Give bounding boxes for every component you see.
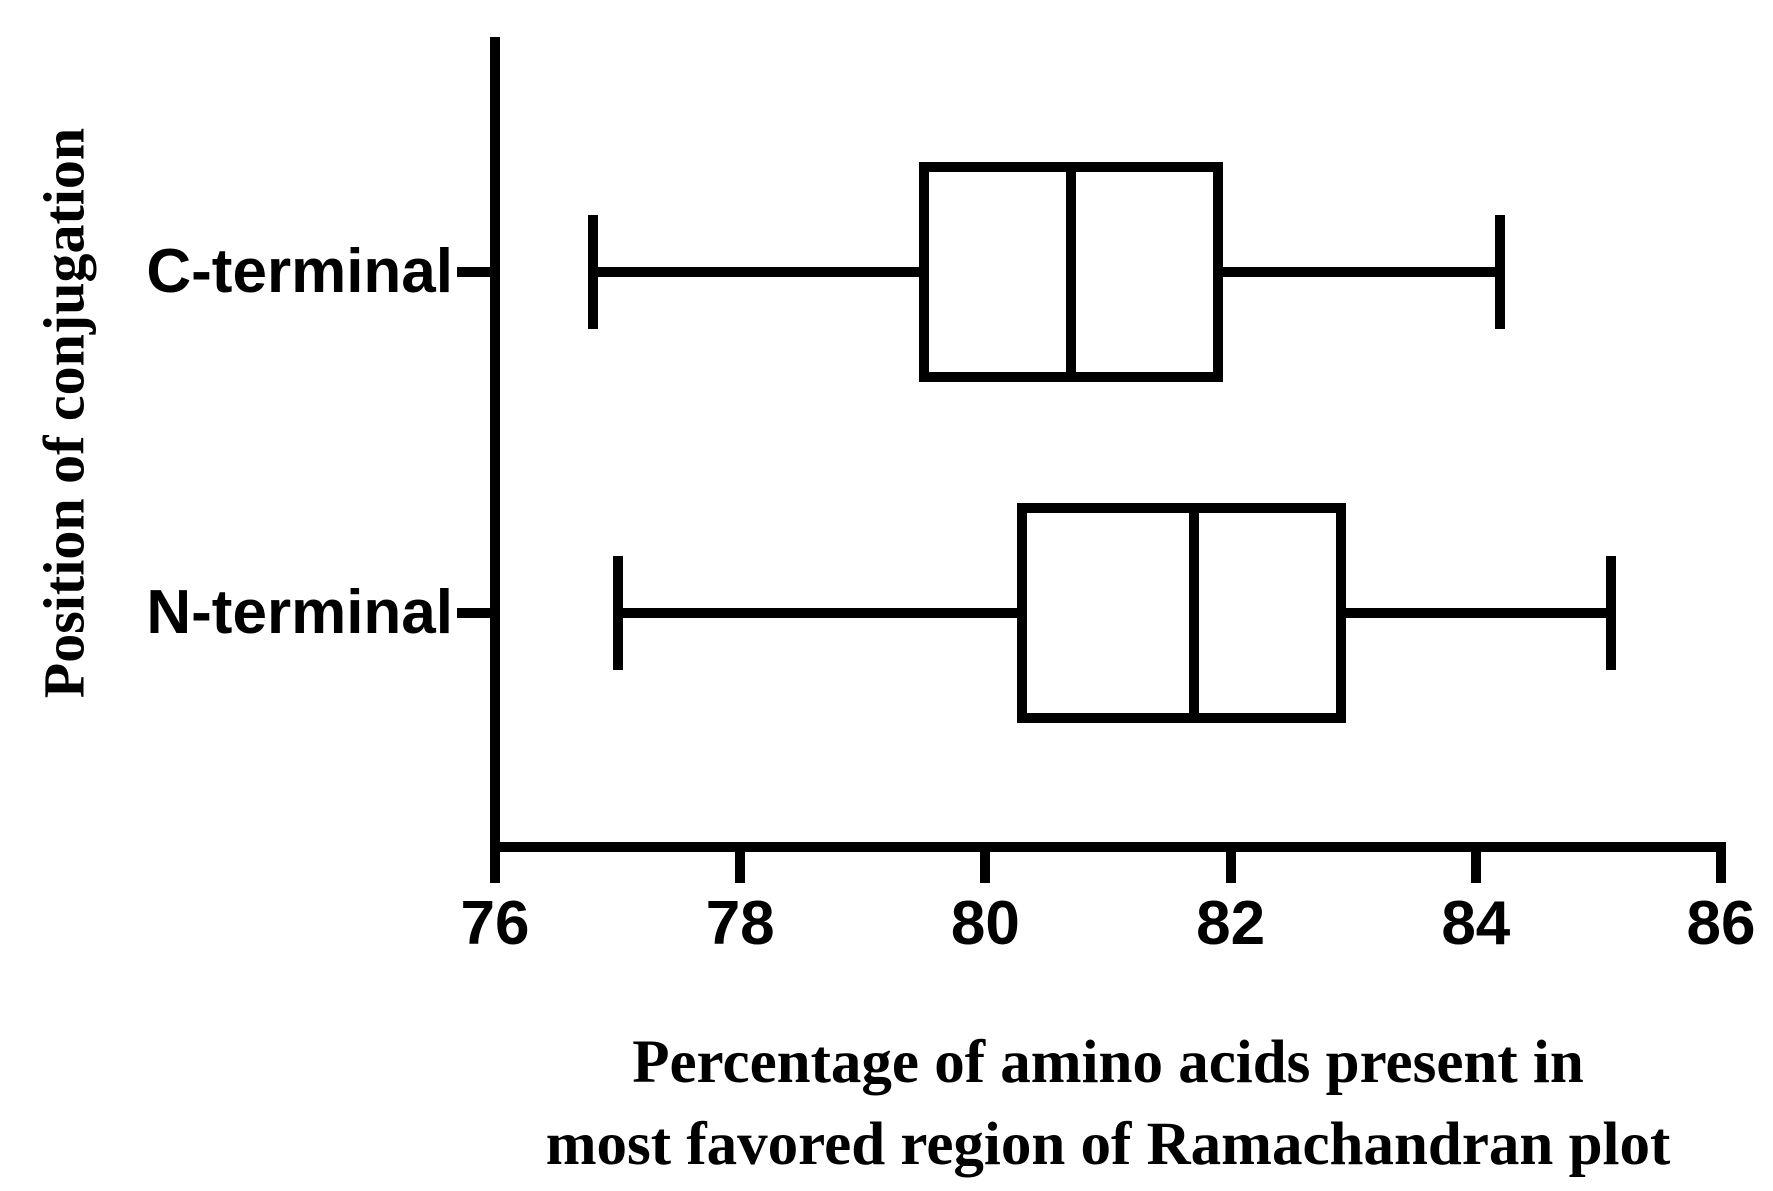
whisker-line-left xyxy=(593,267,925,277)
x-axis-tick xyxy=(490,842,500,883)
whisker-line-right xyxy=(1218,267,1501,277)
whisker-line-right xyxy=(1340,608,1611,618)
x-tick-label: 82 xyxy=(1196,889,1266,958)
whisker-cap-max xyxy=(1605,556,1616,670)
x-axis-tick xyxy=(735,842,746,883)
x-axis-title-line1: Percentage of amino acids present in xyxy=(632,1029,1584,1096)
x-axis-title: Percentage of amino acids present in mos… xyxy=(408,1022,1773,1186)
iqr-box xyxy=(1017,503,1346,723)
x-axis-title-line2: most favored region of Ramachandran plot xyxy=(545,1111,1671,1178)
x-axis-tick xyxy=(1470,842,1481,883)
x-axis-tick xyxy=(980,842,991,883)
whisker-line-left xyxy=(617,608,1023,618)
whisker-cap-max xyxy=(1495,215,1506,329)
y-axis-tick xyxy=(457,608,490,618)
y-axis-line xyxy=(490,37,500,852)
x-axis-line xyxy=(490,842,1726,852)
x-tick-label: 78 xyxy=(705,889,775,958)
category-label-c-terminal: C-terminal xyxy=(146,237,453,306)
median-line xyxy=(1188,503,1199,723)
x-tick-label: 84 xyxy=(1441,889,1511,958)
y-axis-tick xyxy=(457,267,490,277)
whisker-cap-min xyxy=(588,215,599,329)
x-axis-tick xyxy=(1716,842,1726,883)
whisker-cap-min xyxy=(612,556,623,670)
x-axis-tick xyxy=(1225,842,1236,883)
x-tick-label: 86 xyxy=(1686,889,1756,958)
x-tick-label: 76 xyxy=(460,889,530,958)
category-label-n-terminal: N-terminal xyxy=(146,578,453,647)
x-tick-label: 80 xyxy=(950,889,1020,958)
y-axis-title: Position of conjugation xyxy=(31,127,97,699)
median-line xyxy=(1066,162,1077,382)
